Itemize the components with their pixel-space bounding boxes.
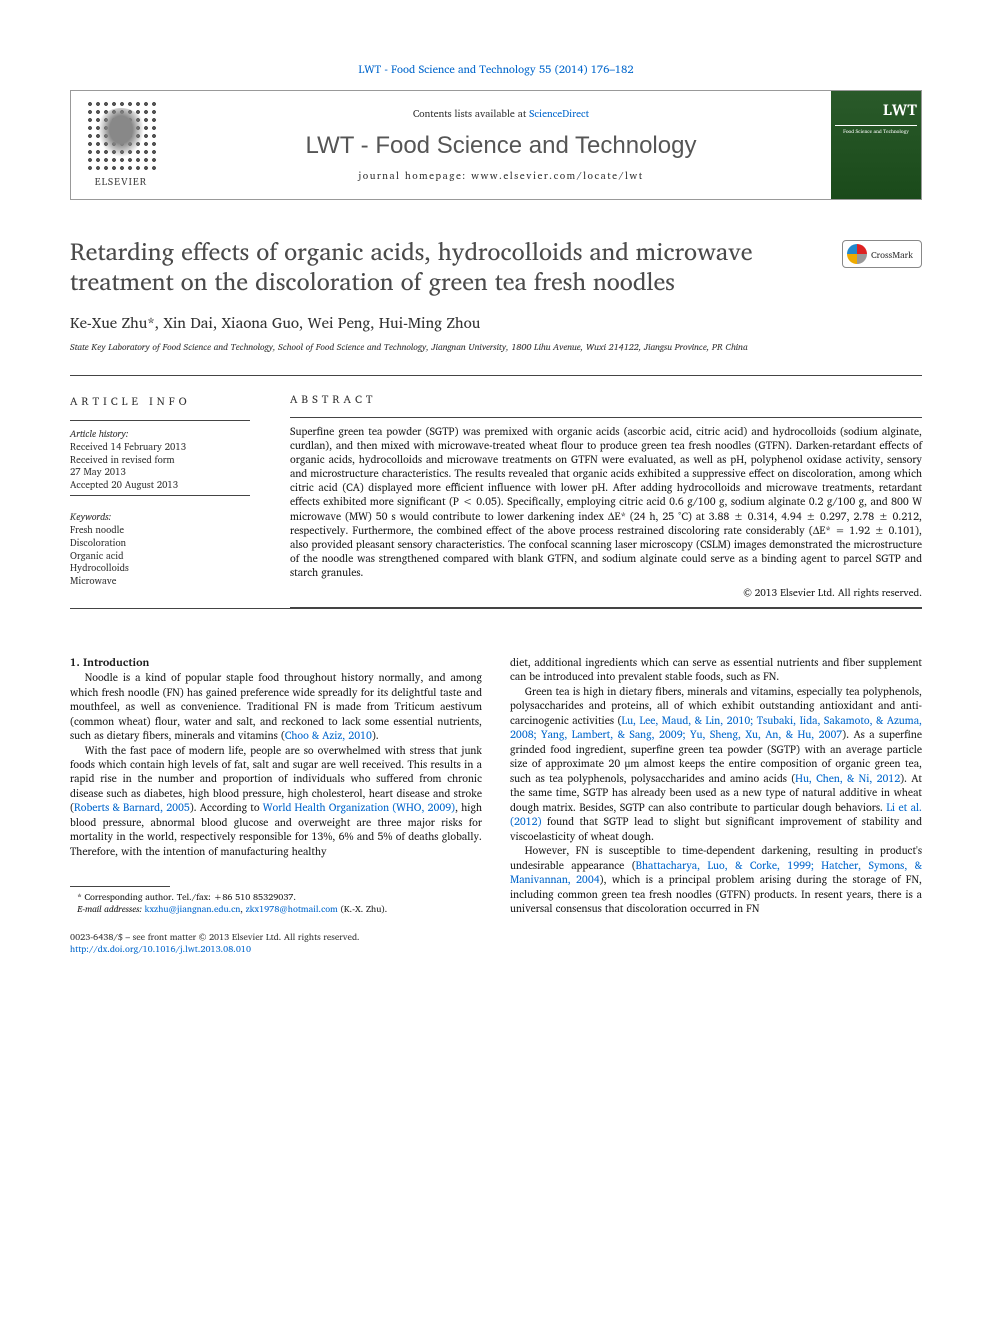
elsevier-tree-icon — [86, 100, 156, 170]
crossmark-badge[interactable]: CrossMark — [842, 240, 922, 268]
header-center: Contents lists available at ScienceDirec… — [171, 91, 831, 199]
email-label: E-mail addresses: — [77, 901, 144, 916]
publisher-logo-block: ELSEVIER — [71, 91, 171, 199]
abstract-heading: ABSTRACT — [290, 392, 922, 407]
homepage-prefix: journal homepage: — [358, 168, 471, 184]
footnote-divider — [70, 886, 170, 887]
lwt-logo-text: LWT — [835, 97, 917, 126]
sciencedirect-link[interactable]: ScienceDirect — [529, 106, 589, 122]
body-paragraph: Noodle is a kind of popular staple food … — [70, 670, 482, 742]
publisher-name: ELSEVIER — [95, 174, 147, 190]
abstract-rule-bottom — [290, 607, 922, 608]
homepage-url: www.elsevier.com/locate/lwt — [471, 168, 644, 184]
affiliation: State Key Laboratory of Food Science and… — [70, 341, 922, 353]
article-title: Retarding effects of organic acids, hydr… — [70, 236, 810, 296]
body-paragraph: diet, additional ingredients which can s… — [510, 655, 922, 684]
meta-rule — [70, 420, 250, 421]
footnote-email: E-mail addresses: kxzhu@jiangnan.edu.cn,… — [70, 903, 482, 915]
email-link[interactable]: zkx1978@hotmail.com — [246, 901, 338, 916]
contents-available: Contents lists available at ScienceDirec… — [413, 106, 589, 122]
abstract-copyright: © 2013 Elsevier Ltd. All rights reserved… — [290, 587, 922, 601]
body-column-right: diet, additional ingredients which can s… — [510, 655, 922, 956]
meta-abstract-row: ARTICLE INFO Article history: Received 1… — [70, 392, 922, 608]
body-paragraph: With the fast pace of modern life, peopl… — [70, 743, 482, 859]
doi-link[interactable]: http://dx.doi.org/10.1016/j.lwt.2013.08.… — [70, 941, 251, 956]
corresponding-author-footnote: * Corresponding author. Tel./fax: +86 51… — [70, 891, 482, 914]
journal-cover-thumb: LWT Food Science and Technology — [831, 91, 921, 199]
body-two-column: 1. Introduction Noodle is a kind of popu… — [70, 655, 922, 956]
para-text: Noodle is a kind of popular staple food … — [70, 668, 482, 744]
email-link[interactable]: kxzhu@jiangnan.edu.cn — [145, 901, 241, 916]
abstract-text: Superfine green tea powder (SGTP) was pr… — [290, 424, 922, 580]
email-suffix: (K.-X. Zhu). — [338, 901, 387, 916]
article-info-heading: ARTICLE INFO — [70, 392, 270, 410]
abstract-rule — [290, 417, 922, 418]
authors-text: Ke-Xue Zhu*, Xin Dai, Xiaona Guo, Wei Pe… — [70, 310, 480, 335]
crossmark-wrap: CrossMark — [842, 240, 922, 268]
meta-rule — [70, 495, 250, 496]
journal-page: LWT - Food Science and Technology 55 (20… — [0, 0, 992, 986]
abstract-column: ABSTRACT Superfine green tea powder (SGT… — [290, 392, 922, 608]
divider — [70, 375, 922, 376]
journal-name: LWT - Food Science and Technology — [306, 132, 697, 160]
divider — [70, 608, 922, 609]
crossmark-icon — [847, 244, 867, 264]
front-matter-note: 0023-6438/$ – see front matter © 2013 El… — [70, 931, 482, 956]
body-column-left: 1. Introduction Noodle is a kind of popu… — [70, 655, 482, 956]
journal-homepage: journal homepage: www.elsevier.com/locat… — [358, 168, 643, 184]
para-text: found that SGTP lead to slight but signi… — [510, 812, 922, 844]
body-paragraph: Green tea is high in dietary fibers, min… — [510, 684, 922, 843]
journal-reference: LWT - Food Science and Technology 55 (20… — [70, 60, 922, 78]
article-info-column: ARTICLE INFO Article history: Received 1… — [70, 392, 290, 608]
crossmark-label: CrossMark — [871, 247, 913, 262]
journal-header: ELSEVIER Contents lists available at Sci… — [70, 90, 922, 200]
author-list: Ke-Xue Zhu*, Xin Dai, Xiaona Guo, Wei Pe… — [70, 310, 922, 335]
body-paragraph: However, FN is susceptible to time-depen… — [510, 843, 922, 915]
lwt-subtitle: Food Science and Technology — [843, 128, 909, 136]
history-item: Accepted 20 August 2013 — [70, 480, 270, 493]
keyword: Microwave — [70, 576, 270, 589]
contents-prefix: Contents lists available at — [413, 106, 529, 122]
